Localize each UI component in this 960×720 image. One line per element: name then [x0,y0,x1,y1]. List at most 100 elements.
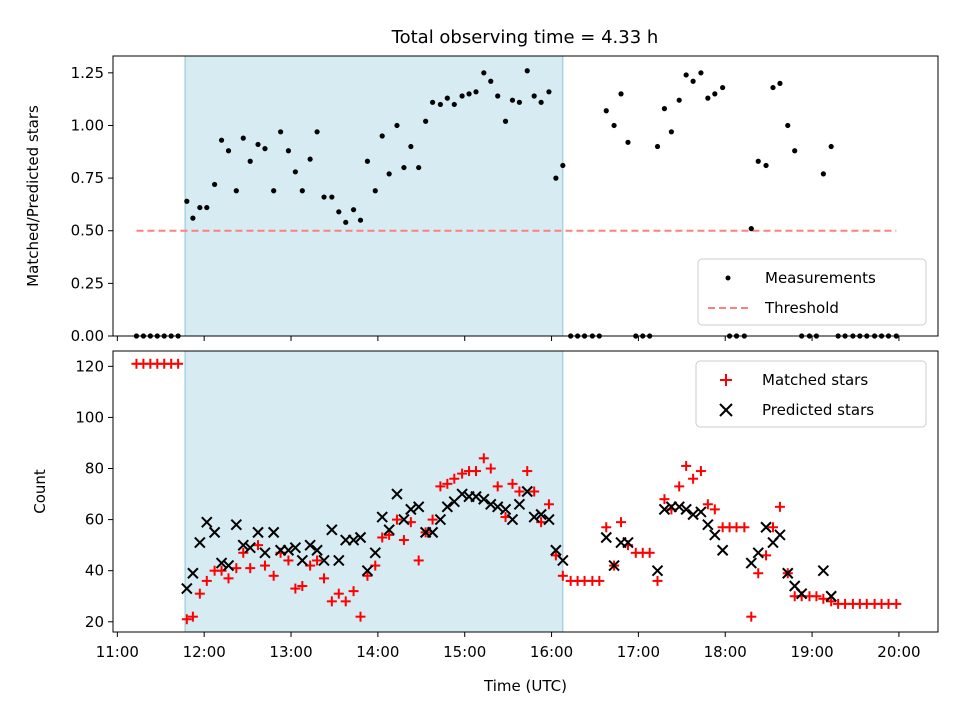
matched-star-point [768,522,778,533]
top-legend-box [697,258,927,326]
matched-star-point [223,573,234,584]
matched-star-point [644,547,655,558]
predicted-star-point [259,547,271,559]
measurement-point [379,133,385,139]
predicted-star-point [680,503,692,516]
legend-threshold-label: Threshold [764,299,839,317]
measurement-point [481,70,487,76]
y-tick-label: 0.25 [71,274,104,292]
predicted-star-point [535,508,547,521]
predicted-star-point [398,513,410,526]
predicted-star-point [412,501,425,513]
bottom-y-axis-label: Count [31,469,49,514]
measurement-point [401,164,407,171]
matched-star-point [471,466,481,477]
matched-star-point [253,540,264,551]
predicted-star-point [745,557,757,569]
predicted-star-point [208,526,221,539]
predicted-star-point [622,536,634,549]
predicted-star-point [289,541,302,554]
predicted-star-point [383,524,395,536]
y-tick-label: 80 [85,460,104,478]
predicted-star-point [673,501,685,513]
predicted-star-point [557,554,569,567]
predicted-stars-points [181,485,837,602]
predicted-star-point [478,493,490,505]
predicted-star-point [215,557,228,569]
bottom-axis-ticks: 20 40 60 80 100 120 11:00 12:00 13:00 14:00 15:00 1… [75,357,920,661]
measurement-point [668,129,674,135]
predicted-star-point [434,513,447,526]
measurement-point [429,99,436,105]
measurement-point [755,158,761,164]
measurement-point [720,84,726,91]
measurement-point [285,148,292,154]
measurement-point [661,106,668,112]
matched-star-point [616,517,627,528]
predicted-star-point [825,590,837,602]
matched-star-point [297,581,308,592]
predicted-star-point [311,544,323,556]
predicted-star-point [651,564,664,577]
matched-star-point [333,588,344,599]
measurement-point [262,146,268,152]
measurement-point [705,95,711,101]
top-axis-ticks: 0.00 0.25 0.50 0.75 1.00 1.25 [71,64,900,345]
predicted-star-point [222,559,235,572]
matched-star-point [557,570,568,581]
matched-star-point [457,468,468,479]
x-tick-label: 15:00 [443,643,486,661]
bottom-panel: 20 40 60 80 100 120 11:00 12:00 13:00 14:00 15:00 1… [31,350,939,695]
matched-star-point [283,555,294,566]
matched-star-point [536,517,547,528]
predicted-star-point [470,490,482,503]
predicted-star-point [492,501,504,513]
y-tick-label: 20 [85,613,104,631]
matched-star-point [485,463,496,474]
predicted-star-point [550,544,562,556]
matched-star-point [312,555,323,566]
matched-star-point [507,478,518,489]
predicted-star-point [716,544,729,556]
matched-star-point [259,560,270,571]
measurement-point [225,148,232,154]
measurement-point [184,198,190,204]
top-axes-frame [112,55,939,337]
measurement-point [437,101,443,108]
x-tick-label: 17:00 [617,643,660,661]
observing-window-bottom [184,350,564,633]
top-legend: Measurements Threshold [697,258,927,326]
matched-star-point [529,486,540,497]
measurement-point [770,84,776,91]
legend-predicted-label: Predicted stars [762,401,874,419]
matched-star-point [398,535,409,546]
matched-star-point [826,596,837,607]
matched-star-point [695,466,706,477]
measurement-point [560,162,566,169]
measurement-point [394,122,400,129]
measurement-point [240,135,246,141]
predicted-star-point [817,564,830,577]
matched-star-point [340,596,351,607]
matched-star-point [187,611,198,622]
matched-star-point [377,532,388,543]
predicted-star-point [181,582,193,595]
matched-star-point [811,591,822,602]
predicted-star-point [354,531,367,544]
matched-star-point [702,499,713,510]
measurement-point [785,122,791,129]
measurement-point [763,162,769,169]
matched-star-point [746,611,757,622]
predicted-star-point [426,526,439,539]
predicted-star-point [230,519,243,531]
matched-star-point [659,494,670,505]
matched-star-point [674,481,685,492]
x-tick-label: 11:00 [96,643,139,661]
predicted-star-point [326,524,338,536]
predicted-star-point [687,508,699,521]
matched-star-point [774,501,785,512]
measurement-point [466,91,472,97]
matched-star-point [268,570,279,581]
measurement-point [314,129,320,135]
